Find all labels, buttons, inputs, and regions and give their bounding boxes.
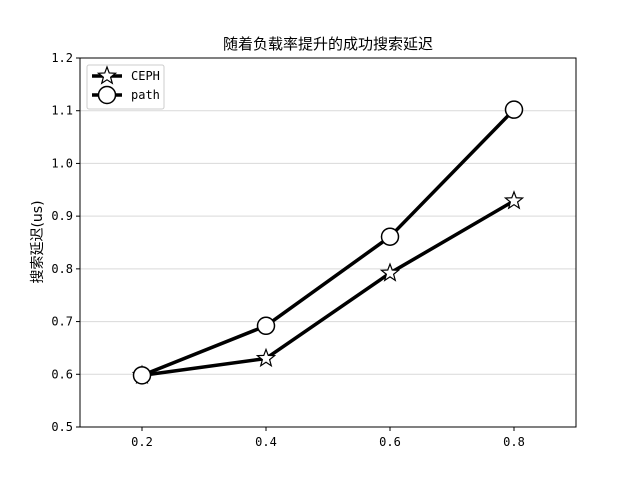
legend-marker-path — [97, 85, 117, 105]
data-point-path-2 — [380, 227, 400, 246]
x-tick-label-0: 0.2 — [131, 435, 153, 449]
y-tick-label-7: 1.2 — [51, 51, 73, 65]
y-tick-label-4: 0.9 — [51, 209, 73, 223]
chart-title: 随着负载率提升的成功搜索延迟 — [223, 35, 433, 53]
data-point-ceph-1 — [255, 347, 277, 368]
y-tick-label-2: 0.7 — [51, 315, 73, 329]
x-tick-label-1: 0.4 — [255, 435, 277, 449]
y-tick-label-0: 0.5 — [51, 420, 73, 434]
data-point-path-3 — [504, 100, 524, 119]
legend: CEPH path — [86, 64, 165, 110]
data-point-path-0 — [132, 366, 152, 385]
axis-ticks: 0.5 0.6 0.7 0.8 0.9 1.0 1.1 1.2 0.2 0.4 0.6 0.8 — [51, 51, 525, 449]
y-tick-label-1: 0.6 — [51, 367, 73, 381]
plot-frame — [79, 57, 577, 428]
series-ceph — [131, 190, 525, 384]
data-point-ceph-2 — [379, 262, 401, 282]
legend-marker-ceph — [96, 65, 118, 85]
series-line-ceph — [140, 199, 516, 378]
data-point-path-1 — [256, 316, 276, 336]
legend-label-path: path — [131, 88, 160, 102]
y-tick-label-5: 1.0 — [51, 156, 73, 170]
grid-lines — [80, 110, 576, 375]
x-tick-label-2: 0.6 — [379, 435, 401, 449]
series-group — [131, 100, 525, 385]
series-path — [132, 100, 524, 385]
y-tick-label-3: 0.8 — [51, 262, 73, 276]
x-tick-label-3: 0.8 — [503, 435, 525, 449]
legend-label-ceph: CEPH — [131, 69, 160, 83]
series-line-path — [140, 107, 516, 378]
y-tick-label-6: 1.1 — [51, 104, 73, 118]
data-point-ceph-3 — [503, 190, 525, 210]
y-axis-label: 搜索延迟(us) — [29, 200, 46, 283]
